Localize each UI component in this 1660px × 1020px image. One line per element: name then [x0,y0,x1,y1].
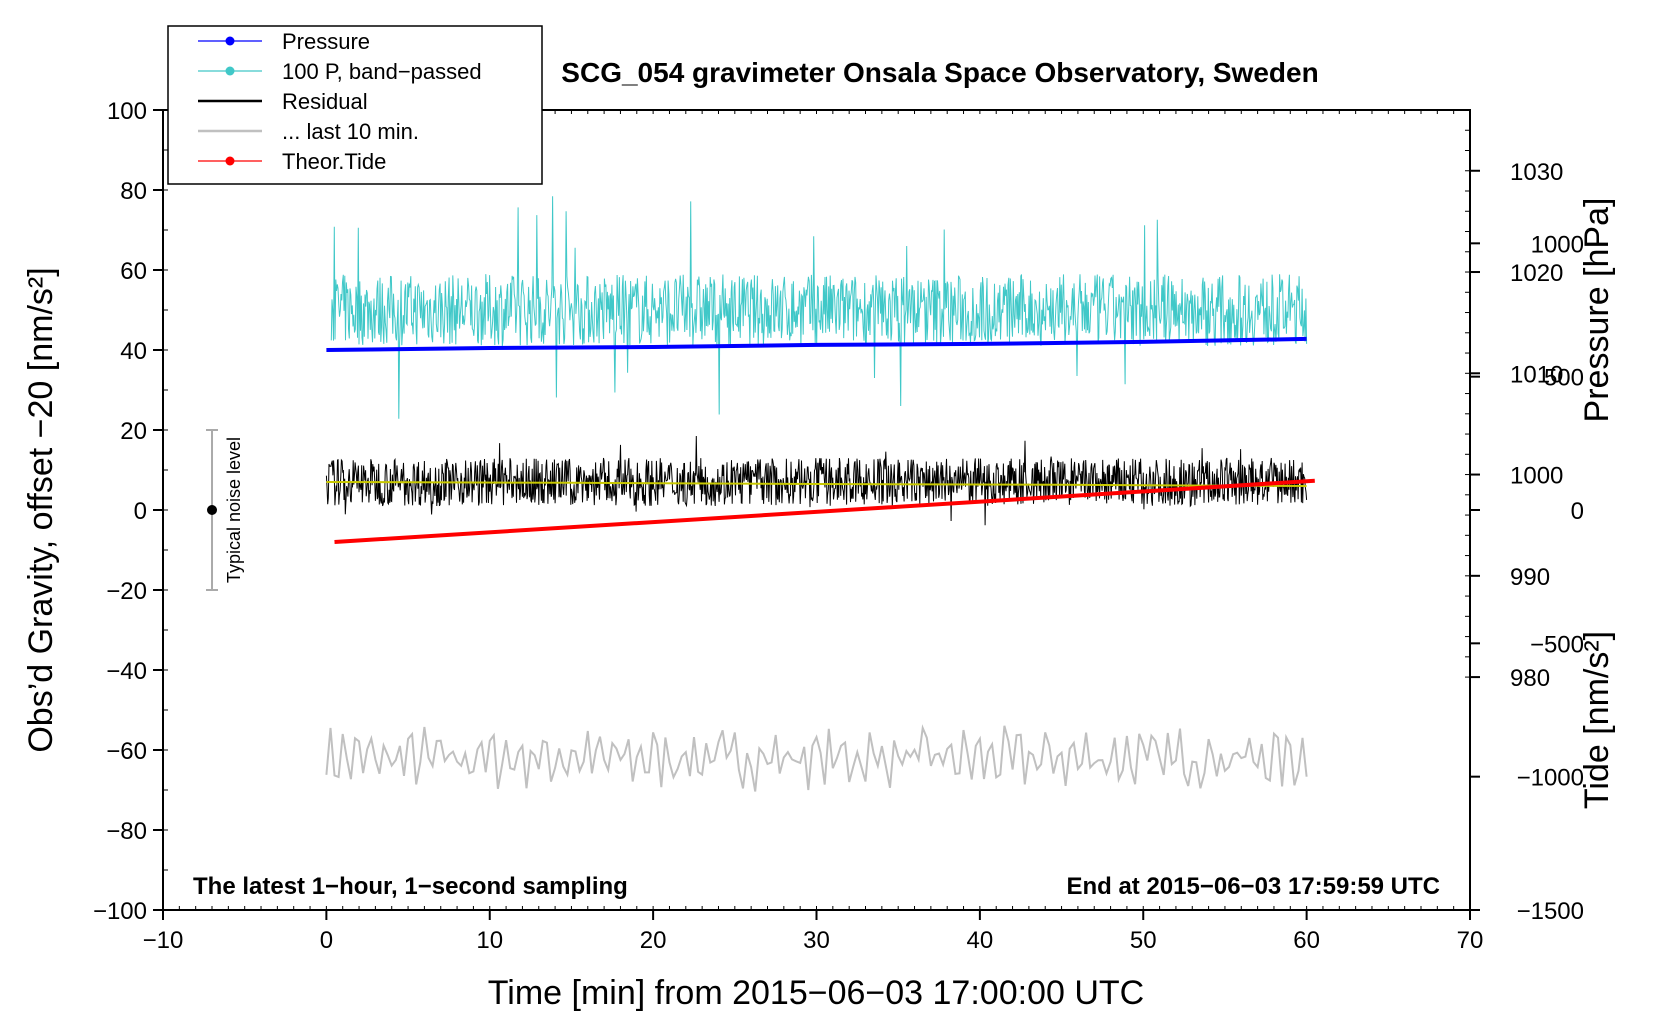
series-pressure [326,336,1307,352]
legend: Pressure 100 P, band−passed Residual ... la… [167,25,543,185]
tide-tick-label: 500 [1544,365,1584,392]
y-tick-label: −60 [106,738,147,765]
x-tick-label: 10 [476,927,503,954]
x-axis: −10 0 10 20 30 40 50 60 70 [143,910,1484,954]
tide-tick-label: −500 [1530,631,1584,658]
y-tick-label: −20 [106,578,147,605]
series-layer [325,196,1315,792]
series-theor-tide [334,478,1315,544]
tide-axis-title: Tide [nm/s²] [1578,631,1616,809]
pressure-tick-label: 1020 [1510,260,1563,287]
y-tick-label: −40 [106,658,147,685]
pressure-tick-label: 990 [1510,564,1550,591]
tide-axis: 1000 500 0 −500 −1000 −1500 [1470,231,1584,925]
noise-bar-center [207,505,218,515]
annotation-left: The latest 1−hour, 1−second sampling [193,873,628,900]
y-tick-label: −80 [106,818,147,845]
x-tick-label: −10 [143,927,184,954]
y-tick-label: 100 [107,98,147,125]
x-tick-label: 40 [967,927,994,954]
legend-marker [225,156,235,166]
legend-label: Residual [282,89,368,114]
legend-marker [225,36,235,46]
legend-label: Theor.Tide [282,149,386,174]
pressure-tick-label: 1000 [1510,463,1563,490]
x-tick-label: 30 [803,927,830,954]
x-axis-title: Time [min] from 2015−06−03 17:00:00 UTC [488,974,1144,1012]
tide-tick-label: 1000 [1531,231,1584,258]
legend-label: ... last 10 min. [282,119,419,144]
legend-marker [225,66,235,76]
noise-bar: Typical noise level [206,429,244,591]
pressure-tick-label: 980 [1510,665,1550,692]
series-residual [325,435,1308,526]
y-tick-label: 20 [120,418,147,445]
annotation-right: End at 2015−06−03 17:59:59 UTC [1066,873,1440,900]
legend-label: Pressure [282,29,370,54]
x-tick-label: 70 [1457,927,1484,954]
legend-label: 100 P, band−passed [282,59,482,84]
y-tick-label: 80 [120,178,147,205]
x-tick-label: 20 [640,927,667,954]
series-last-10-min [325,724,1308,792]
pressure-tick-label: 1010 [1510,361,1563,388]
tide-tick-label: −1500 [1517,898,1584,925]
y-tick-label: −100 [93,898,147,925]
tide-tick-label: 0 [1571,498,1584,525]
y-axis-title: Obs’d Gravity, offset −20 [nm/s²] [22,267,60,752]
tide-tick-label: −1000 [1517,765,1584,792]
x-tick-label: 0 [320,927,333,954]
pressure-axis-title: Pressure [hPa] [1578,198,1616,423]
x-tick-label: 60 [1293,927,1320,954]
pressure-axis: 1030 1020 1010 1000 990 980 [1465,129,1563,692]
y-tick-label: 60 [120,258,147,285]
y-tick-label: 0 [134,498,147,525]
series-residual-smoothed [326,481,1307,487]
pressure-tick-label: 1030 [1510,159,1563,186]
series-bandpassed-pressure [330,196,1308,419]
x-tick-label: 50 [1130,927,1157,954]
y-tick-label: 40 [120,338,147,365]
noise-bar-label: Typical noise level [224,437,244,583]
chart-title: SCG_054 gravimeter Onsala Space Observat… [561,57,1318,88]
y-axis: 100 80 60 40 20 0 −20 −40 −60 −80 −100 [93,98,163,925]
